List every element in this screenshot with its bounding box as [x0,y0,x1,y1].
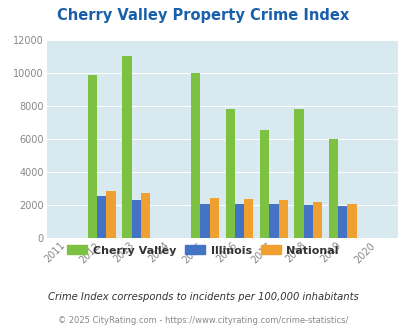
Text: Cherry Valley Property Crime Index: Cherry Valley Property Crime Index [57,8,348,23]
Bar [259,130,269,238]
Bar [312,202,322,238]
Legend: Cherry Valley, Illinois, National: Cherry Valley, Illinois, National [63,241,342,260]
Bar [97,195,106,238]
Bar [225,109,234,238]
Bar [87,75,97,238]
Bar [269,204,278,238]
Bar [209,198,218,238]
Text: Crime Index corresponds to incidents per 100,000 inhabitants: Crime Index corresponds to incidents per… [47,292,358,302]
Bar [243,199,253,238]
Bar [131,200,141,238]
Bar [347,204,356,238]
Bar [278,200,287,238]
Bar [200,204,209,238]
Bar [234,204,243,238]
Bar [141,193,150,238]
Bar [106,190,115,238]
Text: © 2025 CityRating.com - https://www.cityrating.com/crime-statistics/: © 2025 CityRating.com - https://www.city… [58,316,347,325]
Bar [122,56,131,238]
Bar [328,139,337,238]
Bar [303,205,312,238]
Bar [294,109,303,238]
Bar [191,74,200,238]
Bar [337,206,347,238]
